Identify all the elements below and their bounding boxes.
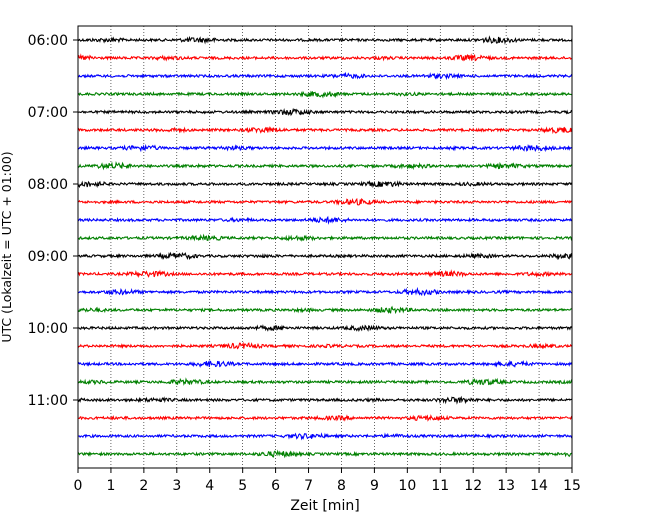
- x-tick-label: 15: [563, 478, 581, 494]
- x-axis-label: Zeit [min]: [290, 498, 359, 514]
- trace-1015: [77, 341, 573, 350]
- trace-0930: [77, 286, 573, 297]
- trace-0745: [77, 161, 573, 171]
- trace-0800: [77, 180, 573, 189]
- x-tick-label: 9: [370, 478, 379, 494]
- x-tick-label: 6: [271, 478, 280, 494]
- trace-0715: [77, 126, 573, 135]
- trace-0945: [77, 305, 573, 315]
- trace-0830: [77, 215, 573, 225]
- trace-0915: [77, 269, 573, 279]
- trace-1000: [77, 324, 573, 332]
- trace-1030: [77, 359, 573, 368]
- trace-0630: [77, 71, 573, 81]
- x-tick-label: 10: [398, 478, 416, 494]
- x-tick-label: 13: [497, 478, 515, 494]
- trace-0845: [77, 233, 573, 242]
- y-axis-label: UTC (Lokalzeit = UTC + 01:00): [0, 151, 14, 342]
- seismic-traces: [77, 35, 573, 459]
- x-tick-label: 0: [74, 478, 83, 494]
- x-tick-label: 7: [304, 478, 313, 494]
- trace-0600: [77, 35, 573, 45]
- trace-0815: [77, 197, 573, 206]
- x-tick-label: 14: [530, 478, 548, 494]
- trace-0900: [77, 251, 573, 261]
- y-tick-label: 07:00: [28, 105, 68, 121]
- x-axis-ticks: 0 1 2 3 4 5 6 7 8 9 10 11 12 13 14 15: [74, 468, 581, 494]
- y-tick-label: 10:00: [28, 321, 68, 337]
- trace-1130: [77, 432, 573, 441]
- trace-0615: [77, 53, 573, 62]
- trace-1145: [77, 449, 573, 459]
- trace-0730: [77, 143, 573, 153]
- x-tick-label: 8: [337, 478, 346, 494]
- trace-0700: [77, 107, 573, 117]
- y-tick-label: 09:00: [28, 249, 68, 265]
- x-tick-label: 5: [238, 478, 247, 494]
- x-tick-label: 11: [431, 478, 449, 494]
- trace-0645: [77, 90, 573, 99]
- y-axis-ticks: 06:00 07:00 08:00 09:00 10:00 11:00: [28, 33, 78, 409]
- x-tick-label: 1: [106, 478, 115, 494]
- x-tick-label: 3: [172, 478, 181, 494]
- x-tick-label: 12: [464, 478, 482, 494]
- y-tick-label: 11:00: [28, 393, 68, 409]
- plot-frame: [77, 25, 573, 469]
- trace-1045: [77, 377, 573, 386]
- trace-1100: [77, 395, 573, 405]
- y-tick-label: 08:00: [28, 177, 68, 193]
- y-tick-label: 06:00: [28, 33, 68, 49]
- trace-1115: [77, 414, 573, 422]
- x-tick-label: 2: [139, 478, 148, 494]
- x-tick-label: 4: [205, 478, 214, 494]
